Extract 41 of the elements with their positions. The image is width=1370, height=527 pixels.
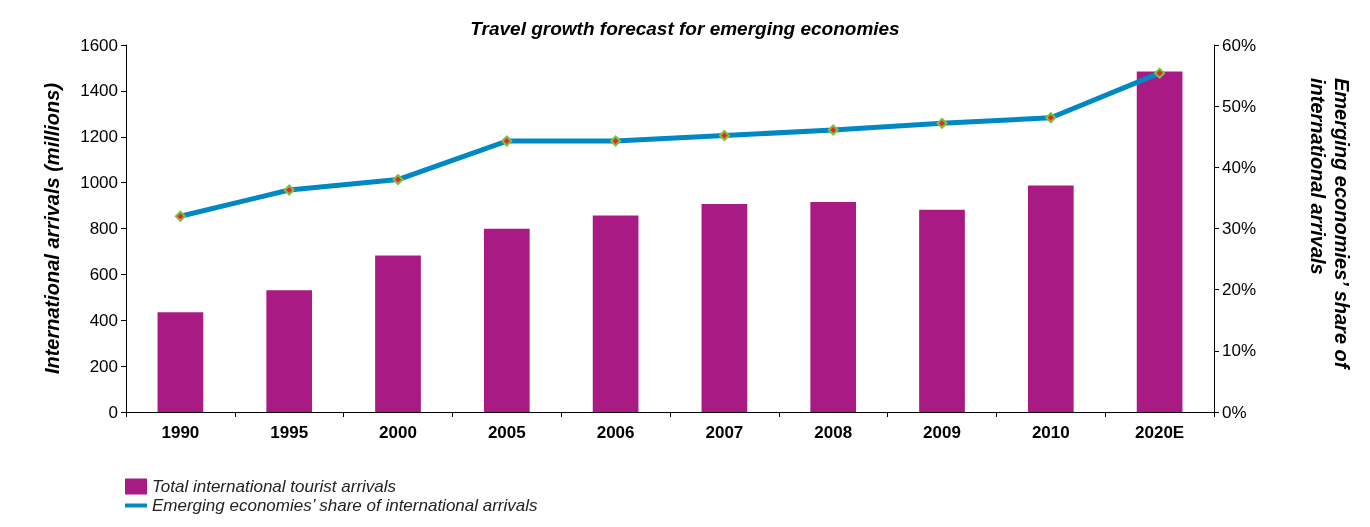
chart-title: Travel growth forecast for emerging economies [470,18,900,39]
x-tick-label: 1995 [270,423,309,442]
y-tick-label: 1400 [80,81,118,101]
x-tick-label: 2008 [814,423,853,442]
y2-tick-label: 0% [1222,402,1247,422]
y2-tick-label: 10% [1222,341,1257,361]
y-tick-label: 0 [108,402,118,422]
y-tick-label: 600 [89,264,118,284]
y-tick-label: 1200 [80,127,118,147]
y2-tick-label: 50% [1222,96,1257,116]
y2-tick-label: 60% [1222,35,1257,55]
x-tick-label: 1990 [161,423,200,442]
bar [266,290,313,412]
x-tick-label: 2000 [379,423,417,442]
y-tick-label: 200 [89,356,118,376]
bar [1027,185,1074,412]
bar [375,255,421,412]
legend-label: Total international tourist arrivals [152,477,397,496]
y2-axis-title: Emerging economies’ share of international arrivals [1307,78,1353,375]
y2-tick-label: 40% [1222,157,1257,177]
y-axis-title: International arrivals (millions) [41,82,63,375]
legend-label: Emerging economies’ share of international arrivals [152,496,539,515]
bar [701,203,748,412]
y2-tick-label: 20% [1222,280,1257,300]
x-tick-label: 2005 [487,423,526,442]
y-tick-label: 400 [89,310,118,330]
y-tick-label: 800 [89,219,118,238]
y-tick-label: 1000 [80,173,118,193]
bar [157,312,204,412]
x-tick-label: 2010 [1031,423,1070,442]
x-tick-label: 2007 [705,423,744,442]
bar [592,215,639,412]
bar [919,209,965,412]
y2-tick-label: 30% [1222,219,1257,238]
bar [483,228,530,412]
x-tick-label: 2020E [1135,423,1185,442]
bar [810,201,857,412]
x-tick-label: 2009 [923,423,961,442]
y-tick-label: 1600 [80,35,118,55]
x-tick-label: 2006 [596,423,635,442]
bar [1136,71,1183,412]
